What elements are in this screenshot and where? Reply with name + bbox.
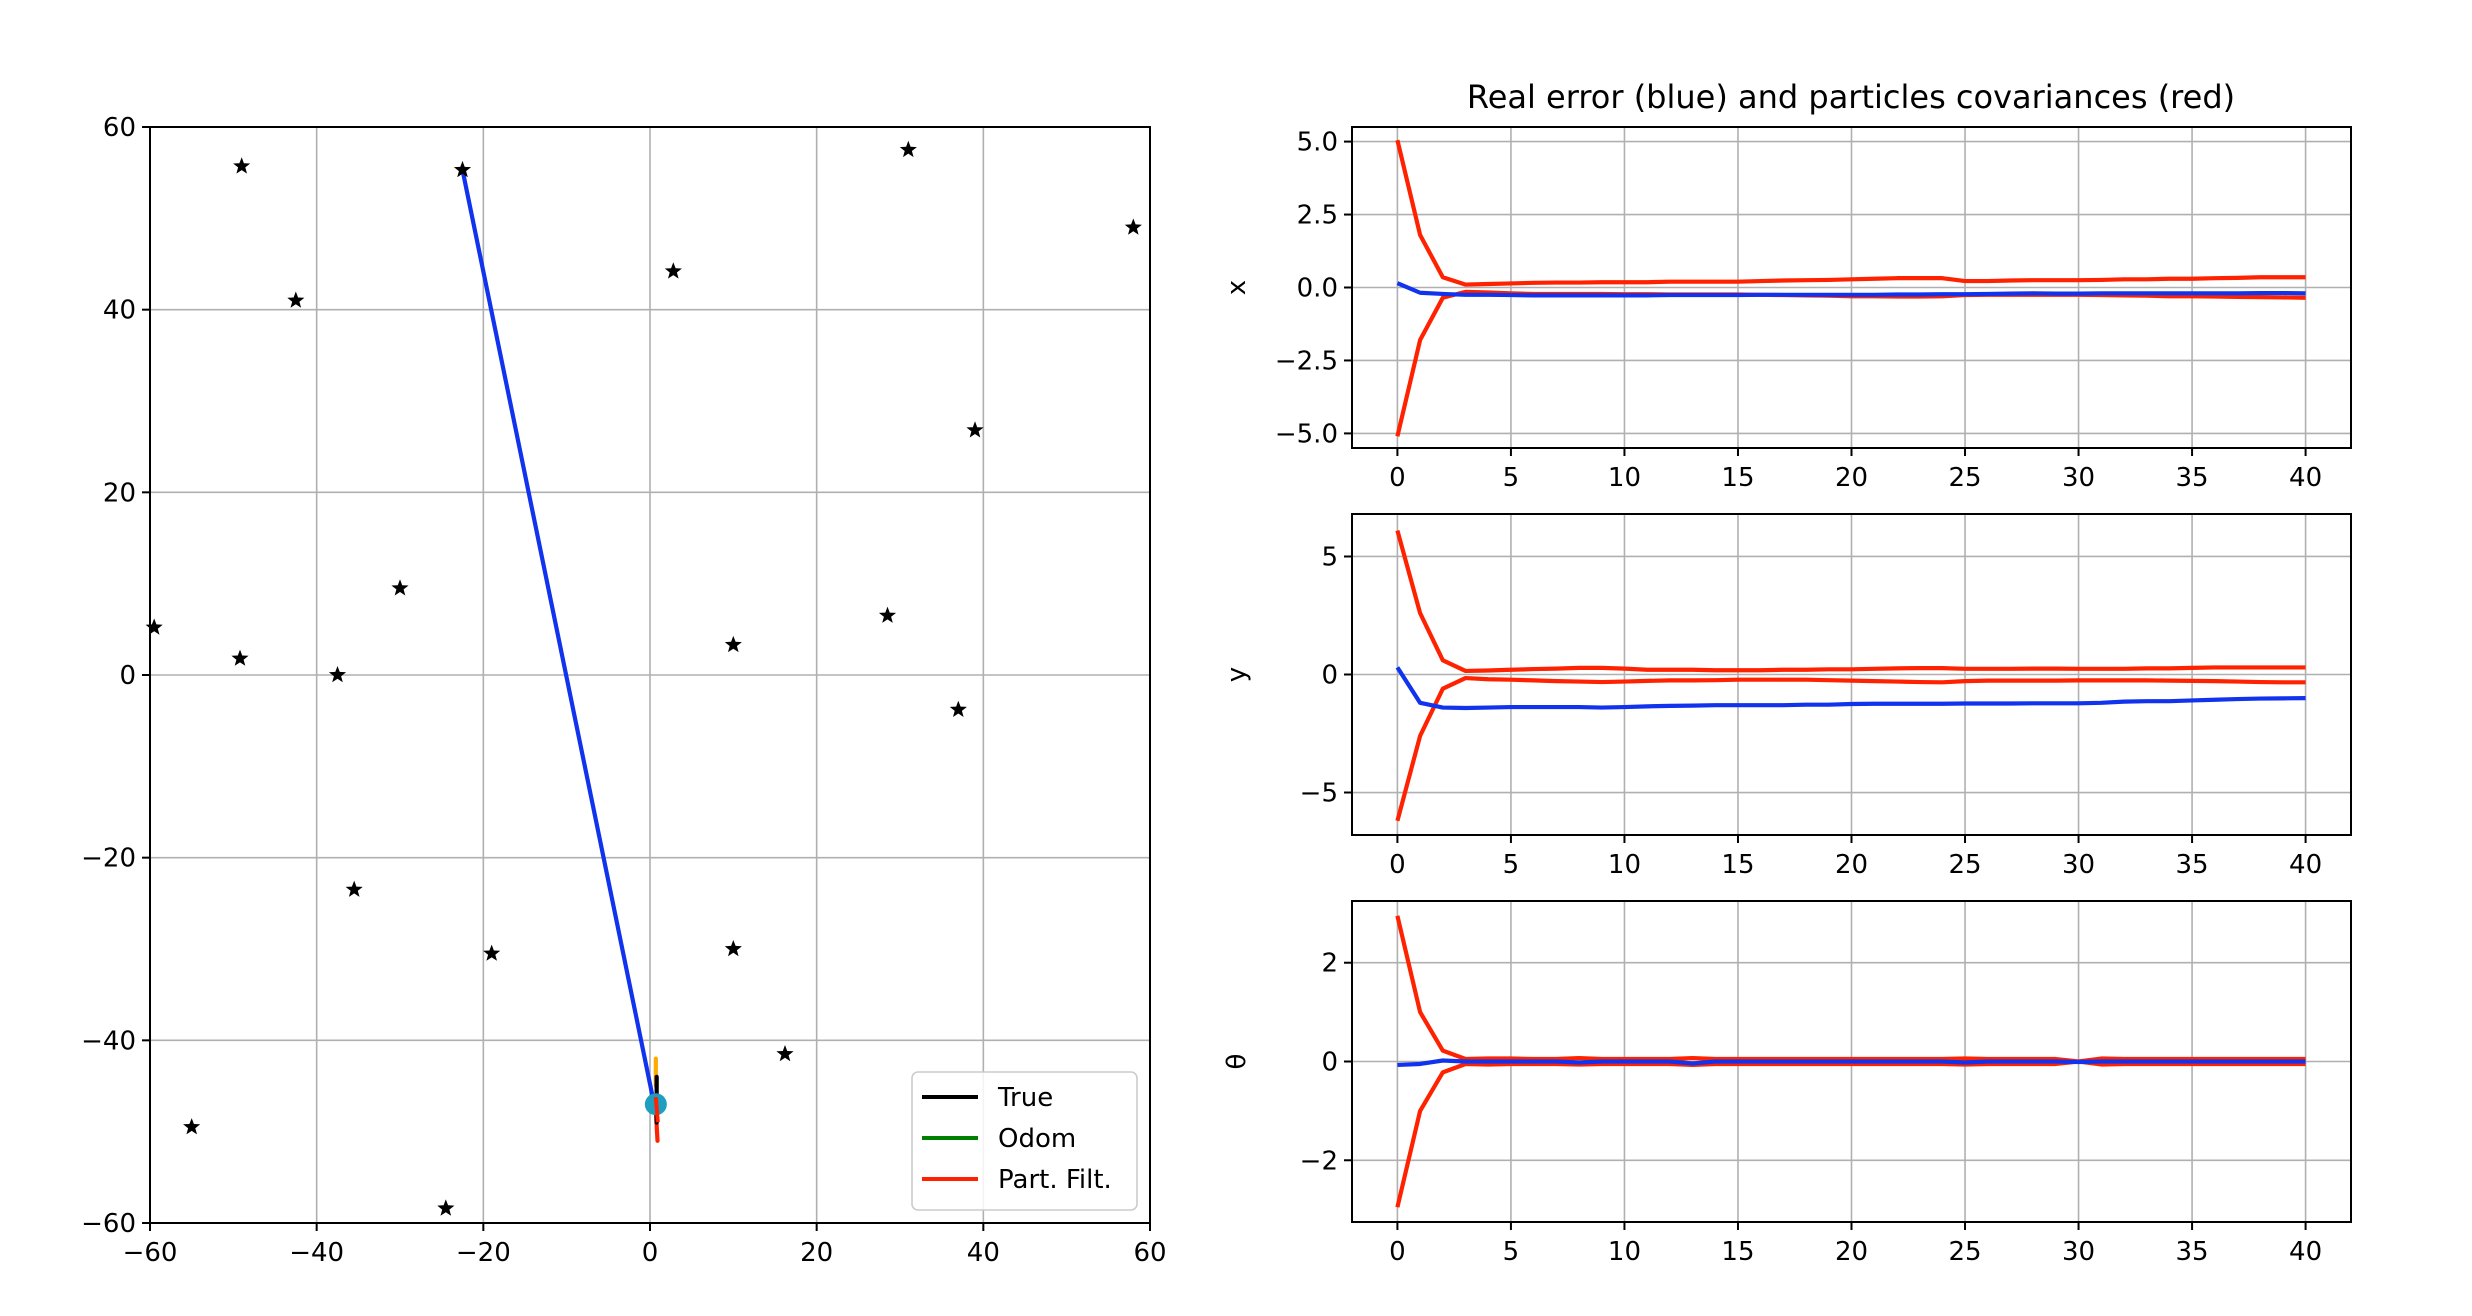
y-tick-label: 2 [1321, 949, 1338, 979]
y-axis-label: x [1222, 280, 1252, 295]
x-tick-label: 15 [1721, 1237, 1754, 1267]
landmark-star-icon [183, 1118, 201, 1135]
x-tick-label: 40 [2289, 850, 2322, 880]
series-line [1395, 915, 2306, 1064]
y-tick-label: −5.0 [1275, 419, 1338, 449]
y-axis-label: y [1222, 667, 1252, 682]
x-tick-label: 10 [1608, 463, 1641, 493]
x-tick-label: 25 [1948, 1237, 1981, 1267]
x-tick-label: 0 [1389, 1237, 1406, 1267]
landmark-star-icon [724, 940, 742, 957]
x-tick-label: 40 [2289, 463, 2322, 493]
trajectory-line [460, 167, 657, 1107]
x-tick-label: 40 [967, 1238, 1000, 1268]
landmark-star-icon [453, 160, 472, 178]
landmark-star-icon [231, 649, 249, 666]
y-tick-label: 0 [119, 661, 136, 691]
legend-label-2: Part. Filt. [998, 1165, 1112, 1195]
x-tick-label: 5 [1503, 463, 1520, 493]
series-line [1395, 139, 2306, 287]
y-tick-label: 40 [103, 296, 136, 326]
landmark-star-icon [391, 579, 409, 596]
y-tick-label: 0 [1321, 1048, 1338, 1078]
x-tick-label: −60 [123, 1238, 178, 1268]
x-tick-label: 0 [1389, 850, 1406, 880]
y-tick-label: −60 [81, 1209, 136, 1239]
landmark-star-icon [345, 880, 363, 897]
y-tick-label: −2.5 [1275, 346, 1338, 376]
legend-label-0: True [997, 1083, 1053, 1113]
series-line [1395, 666, 2306, 711]
landmark-star-icon [233, 157, 251, 174]
x-tick-label: 25 [1948, 463, 1981, 493]
y-tick-label: 20 [103, 478, 136, 508]
robot-heading-line [653, 1097, 660, 1123]
series-line [1395, 1059, 2306, 1208]
y-tick-label: 0 [1321, 661, 1338, 691]
x-tick-label: 15 [1721, 463, 1754, 493]
x-tick-label: 25 [1948, 850, 1981, 880]
x-tick-label: 35 [2176, 1237, 2209, 1267]
y-tick-label: 0.0 [1297, 274, 1338, 304]
x-tick-label: 20 [800, 1238, 833, 1268]
x-error-panel: 0 5 10 15 20 25 30 35 40 −5.0 −2.5 0.0 2.5 5.0 x [1222, 126, 2352, 493]
series-line [1395, 675, 2306, 822]
landmark-star-icon [437, 1199, 455, 1216]
x-tick-label: 0 [1389, 463, 1406, 493]
landmark-star-icon [1124, 218, 1142, 235]
y-tick-label: −2 [1300, 1146, 1338, 1176]
x-tick-label: 30 [2062, 463, 2095, 493]
landmark-star-icon [966, 421, 984, 438]
legend-box [911, 1071, 1138, 1211]
x-tick-label: 35 [2176, 463, 2209, 493]
landmark-star-icon [878, 606, 897, 623]
x-tick-label: 40 [2289, 1237, 2322, 1267]
series-line [1395, 529, 2306, 674]
x-tick-label: 30 [2062, 1237, 2095, 1267]
x-tick-label: 30 [2062, 850, 2095, 880]
landmark-star-icon [664, 262, 682, 279]
y-tick-label: 5.0 [1297, 128, 1338, 158]
landmark-star-icon [145, 618, 163, 635]
y-tick-label: 2.5 [1297, 201, 1338, 231]
chart-title: Real error (blue) and particles covarian… [1467, 78, 2235, 116]
y-axis-label: θ [1222, 1054, 1252, 1070]
y-tick-label: 60 [103, 113, 136, 143]
landmark-star-icon [287, 291, 305, 308]
landmark-star-icon [776, 1045, 794, 1062]
landmark-star-icon [724, 635, 742, 653]
x-tick-label: 20 [1835, 850, 1868, 880]
x-tick-label: 35 [2176, 850, 2209, 880]
legend-label-1: Odom [998, 1124, 1076, 1154]
x-tick-label: −20 [456, 1238, 511, 1268]
y-tick-label: −40 [81, 1026, 136, 1056]
x-tick-label: 5 [1503, 850, 1520, 880]
y-error-panel: 0 5 10 15 20 25 30 35 40 −5 0 5 y [1222, 513, 2352, 880]
y-tick-label: 5 [1321, 542, 1338, 572]
x-tick-label: 10 [1608, 850, 1641, 880]
series-line [1396, 281, 2306, 298]
x-tick-label: 20 [1835, 1237, 1868, 1267]
x-tick-label: −40 [289, 1238, 344, 1268]
series-line [1397, 1058, 2306, 1068]
landmark-star-icon [483, 944, 501, 961]
x-tick-label: 5 [1503, 1237, 1520, 1267]
landmark-star-icon [899, 140, 917, 158]
landmark-star-icon [949, 700, 967, 717]
theta-error-panel: 0 5 10 15 20 25 30 35 40 −2 0 2 θ [1222, 900, 2352, 1267]
x-tick-label: 60 [1133, 1238, 1166, 1268]
x-tick-label: 15 [1721, 850, 1754, 880]
y-tick-label: −5 [1300, 779, 1338, 809]
landmark-star-icon [328, 666, 347, 683]
x-tick-label: 20 [1835, 463, 1868, 493]
map-panel: −60 −40 −20 0 20 40 60 −60 −40 −20 0 20 40 60 True Odom… [81, 113, 1166, 1268]
x-tick-label: 0 [642, 1238, 659, 1268]
x-tick-label: 10 [1608, 1237, 1641, 1267]
y-tick-label: −20 [81, 844, 136, 874]
